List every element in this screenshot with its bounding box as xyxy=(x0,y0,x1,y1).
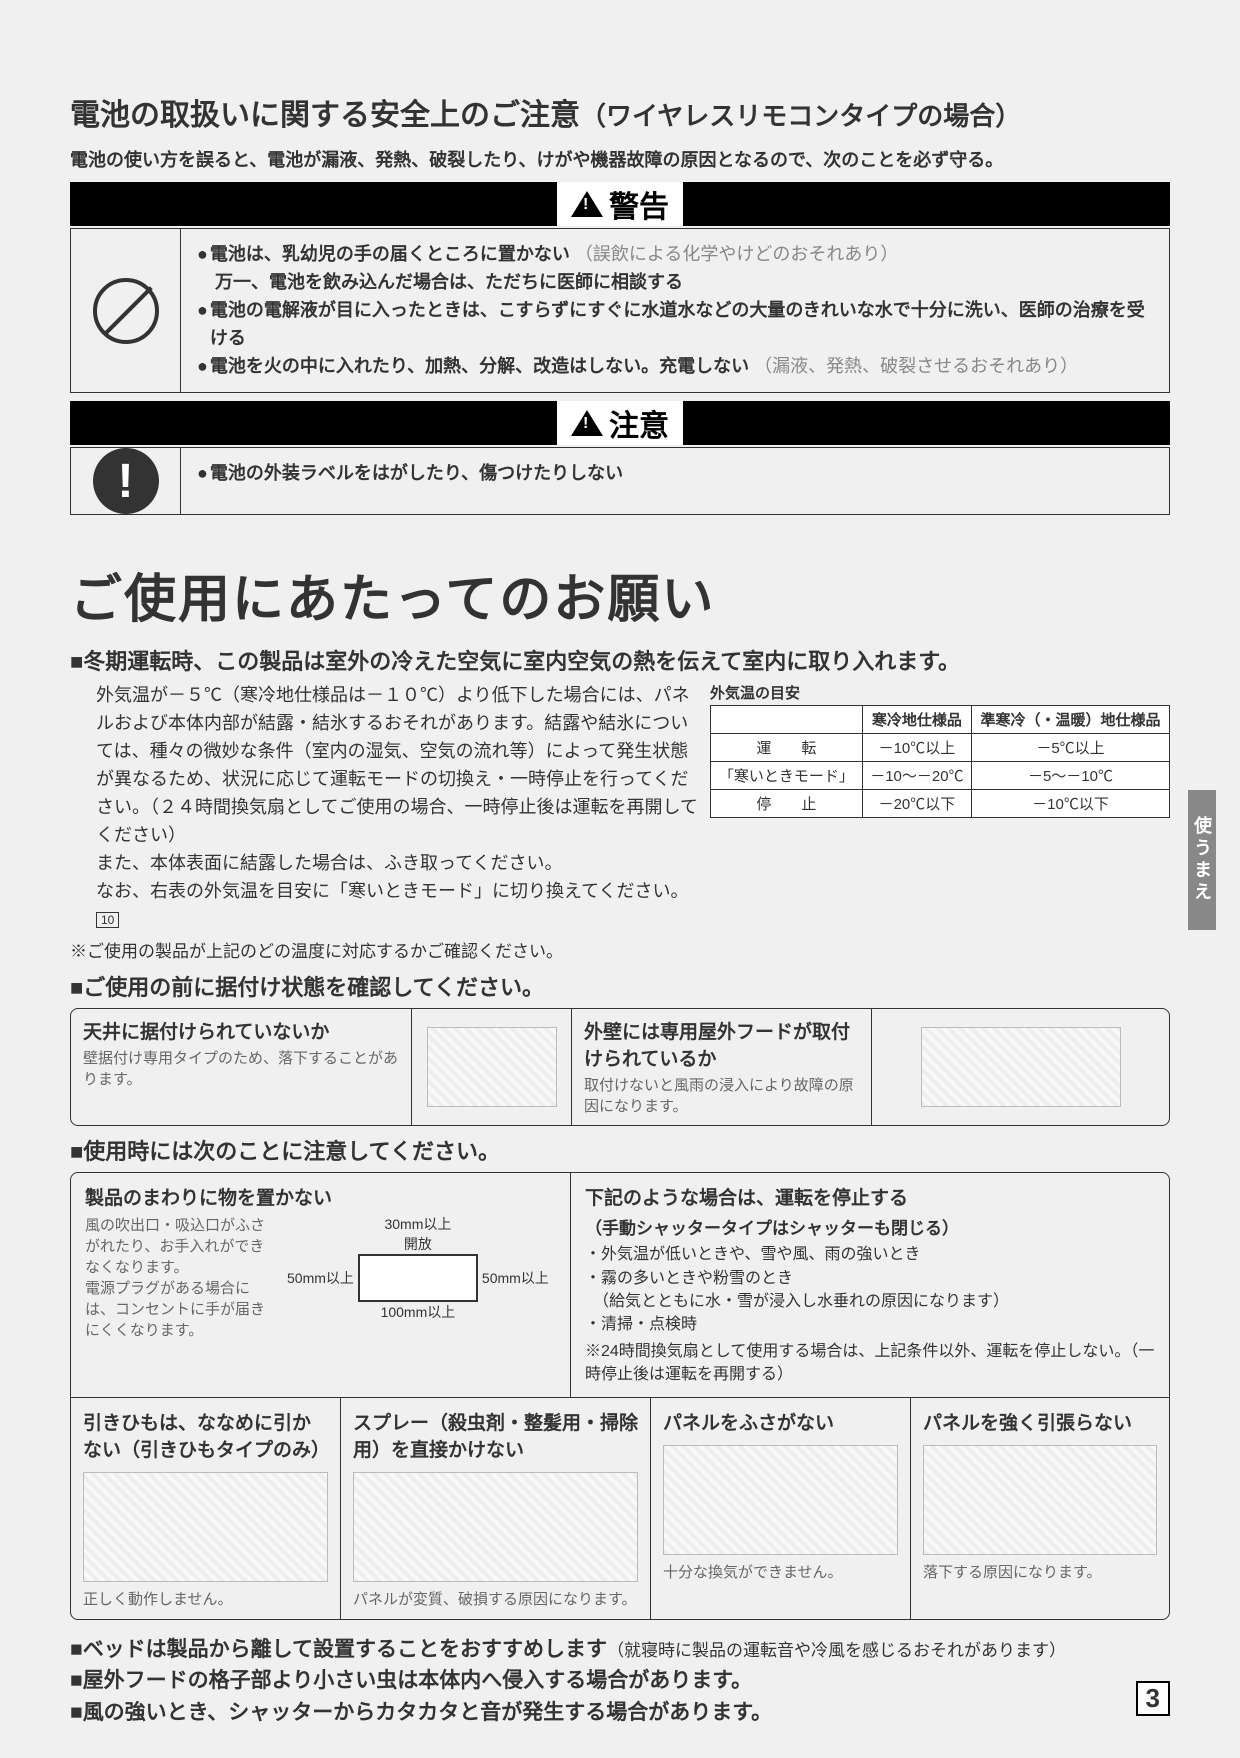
usage-heading: 使用時には次のことに注意してください。 xyxy=(70,1134,1170,1166)
usage-cell: スプレー（殺虫剤・整髪用・掃除用）を直接かけないパネルが変質、破損する原因になり… xyxy=(341,1398,651,1619)
bottom-notes: ■ベッドは製品から離して設置することをおすすめします（就寝時に製品の運転音や冷風… xyxy=(70,1634,1170,1729)
table-row: 「寒いときモード」－10～－20℃－5～－10℃ xyxy=(711,762,1170,790)
cell-title: パネルを強く引張らない xyxy=(923,1408,1157,1435)
cell-sub: （手動シャッタータイプはシャッターも閉じる） xyxy=(585,1214,1155,1239)
cell-note: ※24時間換気扇として使用する場合は、上記条件以外、運転を停止しない。（一時停止… xyxy=(585,1340,1155,1386)
stop-items: ・外気温が低いときや、雪や風、雨の強いとき・霧の多いときや粉雪のとき （給気とと… xyxy=(585,1243,1155,1336)
winter-body-1: 外気温が－５℃（寒冷地仕様品は－１０℃）より低下した場合には、パネルおよび本体内… xyxy=(70,682,702,849)
install-check-grid: 天井に据付けられていないか 壁据付け専用タイプのため、落下することがあります。 … xyxy=(70,1008,1170,1126)
check-title: 外壁には専用屋外フードが取付けられているか xyxy=(584,1017,859,1071)
warning-item: 電池は、乳幼児の手の届くところに置かない （誤飲による化学やけどのおそれあり） xyxy=(197,241,1153,269)
usage-illustration xyxy=(83,1472,328,1582)
cell-footer: パネルが変質、破損する原因になります。 xyxy=(353,1588,638,1609)
usage-illustration xyxy=(923,1445,1157,1555)
prohibit-icon xyxy=(93,278,159,344)
usage-illustration xyxy=(353,1472,638,1582)
table-header xyxy=(711,706,863,734)
check-desc: 取付けないと風雨の浸入により故障の原因になります。 xyxy=(584,1075,859,1117)
check-title: 天井に据付けられていないか xyxy=(83,1017,399,1044)
caution-bar: 注意 xyxy=(70,401,1170,445)
usage-illustration xyxy=(663,1445,898,1555)
usage-cell: 引きひもは、ななめに引かない（引きひもタイプのみ） 正しく動作しません。 xyxy=(71,1398,341,1619)
usage-box: 製品のまわりに物を置かない 風の吹出口・吸込口がふさがれたり、お手入れができなく… xyxy=(70,1172,1170,1619)
winter-body-2: また、本体表面に結露した場合は、ふき取ってください。 xyxy=(70,850,702,878)
page-number: 3 xyxy=(1136,1681,1170,1716)
request-title: ご使用にあたってのお願い xyxy=(70,557,1170,632)
usage-cell: パネルを強く引張らない落下する原因になります。 xyxy=(911,1398,1169,1619)
check-desc: 壁据付け専用タイプのため、落下することがあります。 xyxy=(83,1048,399,1090)
temperature-table: 寒冷地仕様品準寒冷（・温暖）地仕様品運 転－10℃以上－5℃以上「寒いときモード… xyxy=(710,705,1170,818)
warning-bar: 警告 xyxy=(70,182,1170,226)
cell-desc: 風の吹出口・吸込口がふさがれたり、お手入れができなくなります。 電源プラグがある… xyxy=(85,1214,275,1340)
cell-footer: 落下する原因になります。 xyxy=(923,1561,1157,1582)
cell-title: スプレー（殺虫剤・整髪用・掃除用）を直接かけない xyxy=(353,1408,638,1462)
cell-title: 製品のまわりに物を置かない xyxy=(85,1183,556,1210)
winter-body-3: なお、右表の外気温を目安に「寒いときモード」に切り換えてください。 10 xyxy=(70,878,702,934)
cell-footer: 正しく動作しません。 xyxy=(83,1588,328,1609)
table-header: 寒冷地仕様品 xyxy=(862,706,971,734)
warning-item: 電池を火の中に入れたり、加熱、分解、改造はしない。充電しない （漏液、発熱、破裂… xyxy=(197,353,1153,381)
section-title: 電池の取扱いに関する安全上のご注意（ワイヤレスリモコンタイプの場合） xyxy=(70,90,1170,134)
warning-triangle-icon xyxy=(571,191,603,217)
section-intro: 電池の使い方を誤ると、電池が漏液、発熱、破裂したり、けがや機器故障の原因となるの… xyxy=(70,146,1170,172)
hood-illustration xyxy=(921,1027,1121,1107)
page-ref-icon: 10 xyxy=(96,912,119,928)
cell-title: 引きひもは、ななめに引かない（引きひもタイプのみ） xyxy=(83,1408,328,1462)
install-heading: ご使用の前に据付け状態を確認してください。 xyxy=(70,970,1170,1002)
table-row: 停 止－20℃以下－10℃以下 xyxy=(711,790,1170,818)
clearance-diagram: 30mm以上 開放 50mm以上 50mm以上 100mm以上 xyxy=(287,1214,549,1340)
table-header: 準寒冷（・温暖）地仕様品 xyxy=(971,706,1169,734)
caution-box: ! 電池の外装ラベルをはがしたり、傷つけたりしない xyxy=(70,447,1170,515)
ceiling-illustration xyxy=(427,1027,557,1107)
usage-cell: パネルをふさがない十分な換気ができません。 xyxy=(651,1398,911,1619)
cell-title: パネルをふさがない xyxy=(663,1408,898,1435)
winter-heading: 冬期運転時、この製品は室外の冷えた空気に室内空気の熱を伝えて室内に取り入れます。 xyxy=(70,644,1170,676)
side-tab: 使うまえ xyxy=(1188,790,1216,930)
cell-title: 下記のような場合は、運転を停止する xyxy=(585,1183,1155,1210)
caution-triangle-icon xyxy=(571,410,603,436)
confirm-note: ※ご使用の製品が上記のどの温度に対応するかご確認ください。 xyxy=(70,937,702,962)
caution-item: 電池の外装ラベルをはがしたり、傷つけたりしない xyxy=(197,460,1153,488)
table-row: 運 転－10℃以上－5℃以上 xyxy=(711,734,1170,762)
cell-footer: 十分な換気ができません。 xyxy=(663,1561,898,1582)
warning-item: 万一、電池を飲み込んだ場合は、ただちに医師に相談する xyxy=(197,269,1153,297)
warning-item: 電池の電解液が目に入ったときは、こすらずにすぐに水道水などの大量のきれいな水で十… xyxy=(197,297,1153,353)
temp-table-caption: 外気温の目安 xyxy=(710,682,1170,703)
warning-box: 電池は、乳幼児の手の届くところに置かない （誤飲による化学やけどのおそれあり）万… xyxy=(70,228,1170,393)
mandatory-icon: ! xyxy=(93,448,159,514)
